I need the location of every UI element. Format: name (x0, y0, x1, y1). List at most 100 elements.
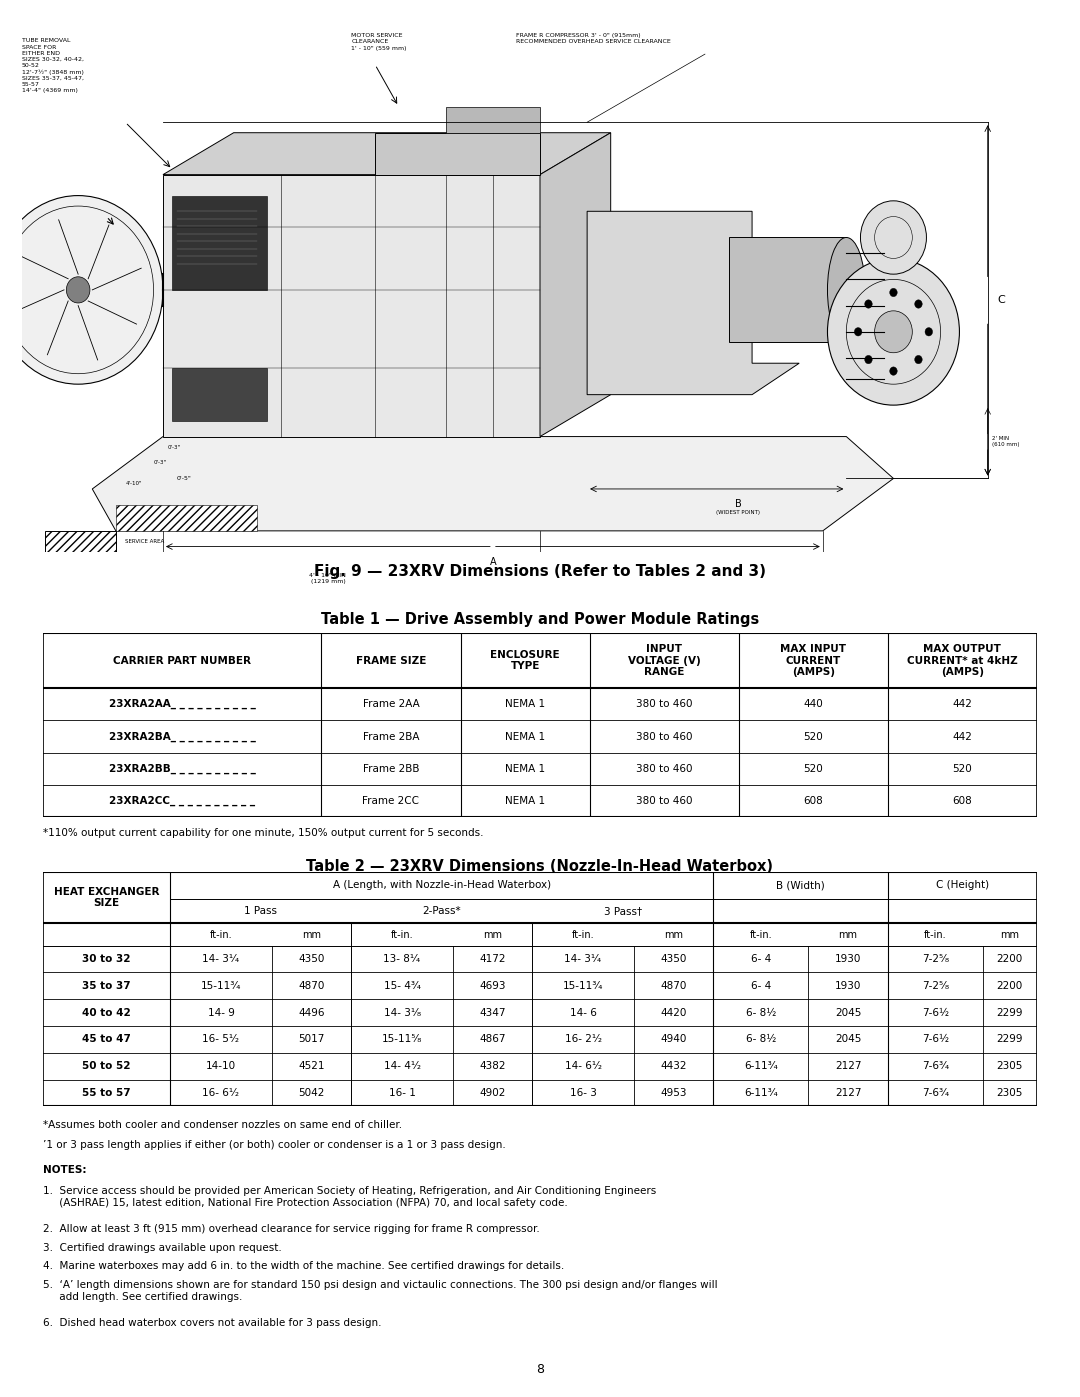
Text: 5042: 5042 (298, 1088, 325, 1098)
Text: mm: mm (838, 929, 858, 940)
Text: 4350: 4350 (660, 954, 687, 964)
Circle shape (875, 312, 913, 352)
Text: 2.  Allow at least 3 ft (915 mm) overhead clearance for service rigging for fram: 2. Allow at least 3 ft (915 mm) overhead… (43, 1224, 540, 1234)
Text: 14-10: 14-10 (206, 1062, 237, 1071)
Text: 2305: 2305 (997, 1062, 1023, 1071)
Text: 2' MIN
(610 mm): 2' MIN (610 mm) (993, 436, 1020, 447)
Circle shape (865, 355, 873, 363)
Text: (WIDEST POINT): (WIDEST POINT) (716, 510, 760, 515)
Text: 2200: 2200 (997, 981, 1023, 990)
Text: MOTOR SERVICE
CLEARANCE
1' - 10" (559 mm): MOTOR SERVICE CLEARANCE 1' - 10" (559 mm… (351, 34, 407, 50)
Text: 2127: 2127 (835, 1088, 861, 1098)
Text: 14- 6: 14- 6 (569, 1007, 596, 1017)
Text: 380 to 460: 380 to 460 (636, 796, 692, 806)
Text: 0'-3": 0'-3" (153, 460, 166, 465)
Text: 4382: 4382 (480, 1062, 505, 1071)
Text: 442: 442 (953, 700, 972, 710)
Text: 7-2⁵⁄₈: 7-2⁵⁄₈ (921, 981, 948, 990)
Text: 23XRA2AA_ _ _ _ _ _ _ _ _ _: 23XRA2AA_ _ _ _ _ _ _ _ _ _ (109, 698, 256, 710)
Text: 4' - 10" MIN
(1219 mm): 4' - 10" MIN (1219 mm) (310, 573, 347, 584)
Text: CARRIER PART NUMBER: CARRIER PART NUMBER (113, 655, 252, 665)
Text: Frame 2CC: Frame 2CC (363, 796, 419, 806)
Bar (173, 369, 267, 420)
Text: 1 Pass: 1 Pass (244, 907, 278, 916)
Polygon shape (116, 504, 257, 531)
Text: 15-11³⁄₄: 15-11³⁄₄ (563, 981, 604, 990)
Text: 16- 3: 16- 3 (569, 1088, 596, 1098)
Text: *110% output current capability for one minute, 150% output current for 5 second: *110% output current capability for one … (43, 828, 484, 838)
Text: 6- 4: 6- 4 (751, 981, 771, 990)
Text: 4420: 4420 (660, 1007, 687, 1017)
Text: 1930: 1930 (835, 954, 861, 964)
Text: A: A (489, 557, 496, 567)
Text: 14- 3¹⁄₄: 14- 3¹⁄₄ (565, 954, 602, 964)
Text: ENCLOSURE
TYPE: ENCLOSURE TYPE (490, 650, 559, 672)
Circle shape (890, 288, 897, 296)
Text: 2299: 2299 (997, 1007, 1023, 1017)
Polygon shape (588, 211, 799, 395)
Polygon shape (163, 133, 610, 175)
Circle shape (890, 367, 897, 376)
Bar (446, 106, 540, 133)
Text: NEMA 1: NEMA 1 (505, 732, 545, 742)
Text: 23XRA2CC_ _ _ _ _ _ _ _ _ _: 23XRA2CC_ _ _ _ _ _ _ _ _ _ (109, 796, 255, 806)
Text: 2-Pass*: 2-Pass* (422, 907, 461, 916)
Text: 4172: 4172 (480, 954, 505, 964)
Text: 380 to 460: 380 to 460 (636, 700, 692, 710)
Text: 16- 2¹⁄₂: 16- 2¹⁄₂ (565, 1034, 602, 1045)
Text: 16- 6¹⁄₂: 16- 6¹⁄₂ (202, 1088, 240, 1098)
Text: 520: 520 (804, 732, 823, 742)
Text: 6-11³⁄₄: 6-11³⁄₄ (744, 1088, 778, 1098)
Text: SERVICE AREA: SERVICE AREA (125, 539, 164, 543)
Text: HEAT EXCHANGER
SIZE: HEAT EXCHANGER SIZE (54, 887, 160, 908)
Text: 3.  Certified drawings available upon request.: 3. Certified drawings available upon req… (43, 1243, 282, 1253)
Text: Frame 2AA: Frame 2AA (363, 700, 419, 710)
Text: 4902: 4902 (480, 1088, 505, 1098)
Circle shape (926, 327, 932, 335)
Text: 14- 4¹⁄₂: 14- 4¹⁄₂ (383, 1062, 420, 1071)
Text: B (Width): B (Width) (777, 880, 825, 890)
Text: TUBE REMOVAL
SPACE FOR
EITHER END
SIZES 30-32, 40-42,
50-52
12'-7½" (3848 mm)
SI: TUBE REMOVAL SPACE FOR EITHER END SIZES … (22, 39, 83, 94)
Text: 6- 8½: 6- 8½ (745, 1034, 777, 1045)
Text: *Assumes both cooler and condenser nozzles on same end of chiller.: *Assumes both cooler and condenser nozzl… (43, 1120, 403, 1130)
Text: 15-11³⁄₄: 15-11³⁄₄ (201, 981, 241, 990)
Text: B: B (734, 500, 741, 510)
Text: 14- 6¹⁄₂: 14- 6¹⁄₂ (565, 1062, 602, 1071)
Text: 1.  Service access should be provided per American Society of Heating, Refrigera: 1. Service access should be provided per… (43, 1186, 657, 1207)
Text: 1930: 1930 (835, 981, 861, 990)
Text: INPUT
VOLTAGE (V)
RANGE: INPUT VOLTAGE (V) RANGE (627, 644, 701, 678)
Text: 55 to 57: 55 to 57 (82, 1088, 131, 1098)
Text: 13- 8¹⁄₄: 13- 8¹⁄₄ (383, 954, 420, 964)
Text: 4521: 4521 (298, 1062, 325, 1071)
Text: 14- 3¹⁄₄: 14- 3¹⁄₄ (202, 954, 240, 964)
Circle shape (854, 327, 862, 335)
Text: 440: 440 (804, 700, 823, 710)
Text: 16- 5¹⁄₂: 16- 5¹⁄₂ (202, 1034, 240, 1045)
Circle shape (861, 201, 927, 274)
Text: 4496: 4496 (298, 1007, 325, 1017)
Text: NEMA 1: NEMA 1 (505, 796, 545, 806)
Text: 7-2⁵⁄₈: 7-2⁵⁄₈ (921, 954, 948, 964)
Text: 380 to 460: 380 to 460 (636, 764, 692, 774)
Bar (375, 133, 540, 175)
Text: FRAME SIZE: FRAME SIZE (355, 655, 427, 665)
Text: 380 to 460: 380 to 460 (636, 732, 692, 742)
Text: 4432: 4432 (660, 1062, 687, 1071)
Text: 4870: 4870 (660, 981, 687, 990)
Text: 608: 608 (804, 796, 823, 806)
Text: 2305: 2305 (997, 1088, 1023, 1098)
Polygon shape (540, 133, 610, 436)
Text: 520: 520 (804, 764, 823, 774)
Text: 7-6³⁄₄: 7-6³⁄₄ (921, 1088, 949, 1098)
Text: 4940: 4940 (660, 1034, 687, 1045)
Text: Frame 2BA: Frame 2BA (363, 732, 419, 742)
Text: MAX INPUT
CURRENT
(AMPS): MAX INPUT CURRENT (AMPS) (780, 644, 847, 678)
Circle shape (865, 300, 873, 309)
Text: 3 Pass†: 3 Pass† (604, 907, 642, 916)
Text: Fig. 9 — 23XRV Dimensions (Refer to Tables 2 and 3): Fig. 9 — 23XRV Dimensions (Refer to Tabl… (314, 564, 766, 580)
Text: 5017: 5017 (298, 1034, 325, 1045)
Text: 6- 4: 6- 4 (751, 954, 771, 964)
Text: 6-11³⁄₄: 6-11³⁄₄ (744, 1062, 778, 1071)
Text: Table 1 — Drive Assembly and Power Module Ratings: Table 1 — Drive Assembly and Power Modul… (321, 612, 759, 627)
Text: ft-in.: ft-in. (391, 929, 414, 940)
